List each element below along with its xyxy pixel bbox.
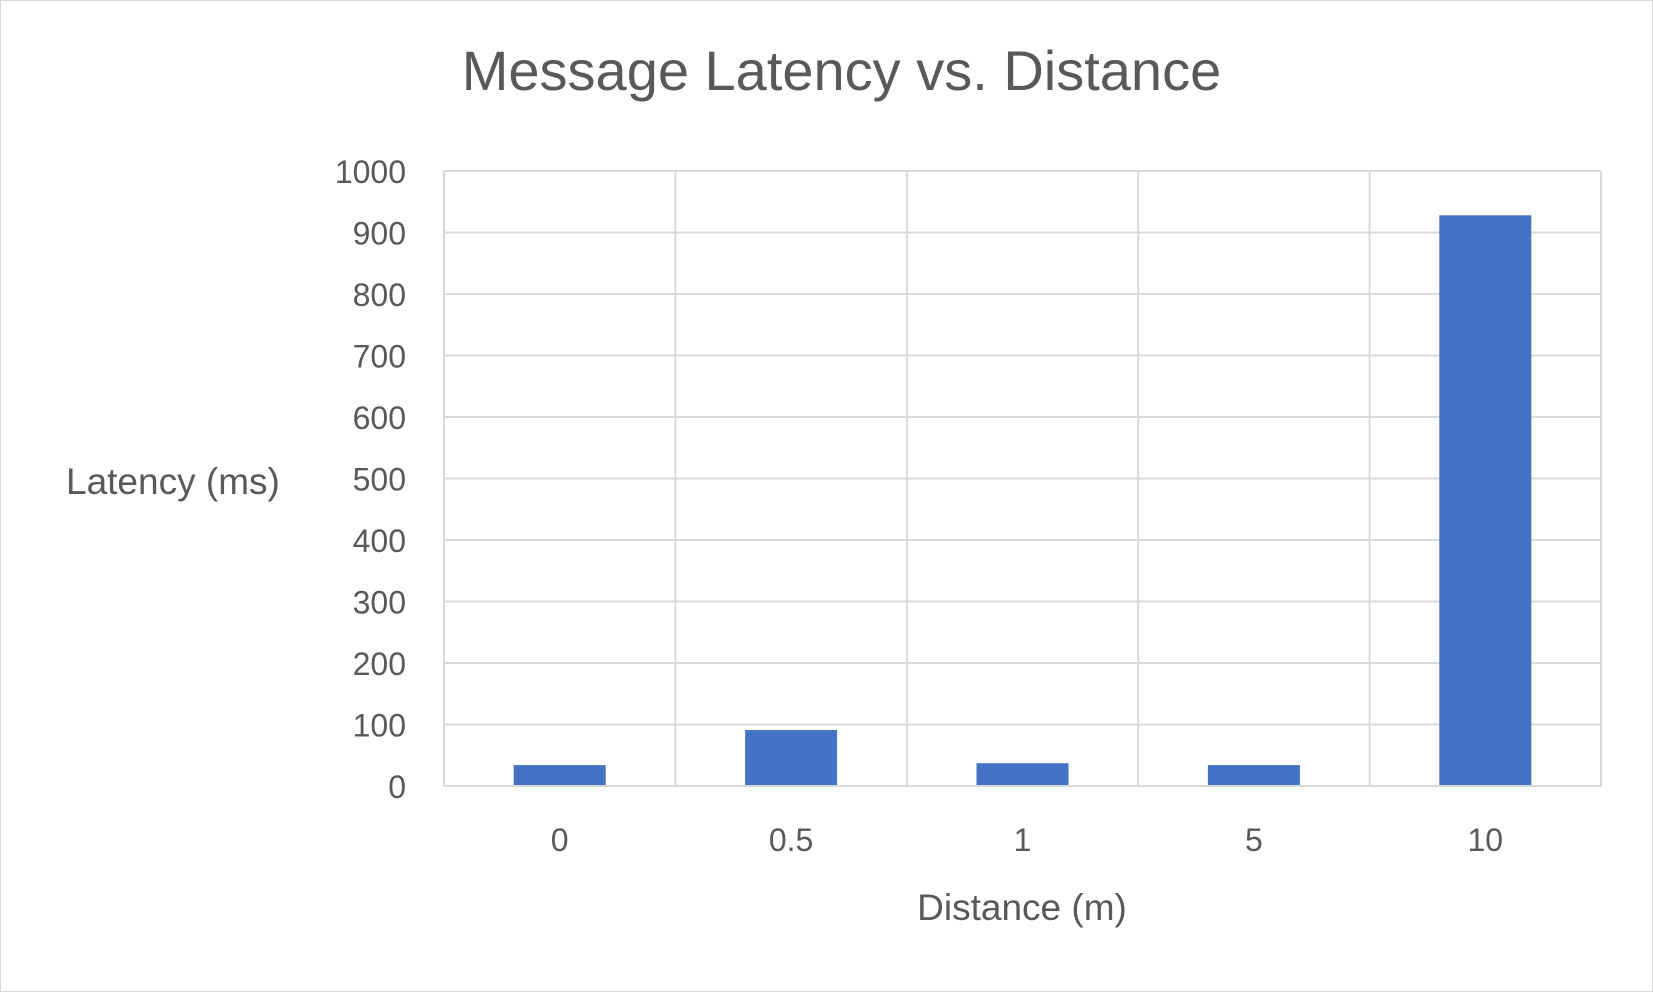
x-axis-title: Distance (m) <box>917 887 1127 928</box>
y-tick-label: 900 <box>353 216 406 252</box>
x-tick-label: 10 <box>1468 822 1504 858</box>
y-tick-label: 800 <box>353 277 406 313</box>
bar <box>513 765 606 786</box>
x-tick-label: 0 <box>551 822 569 858</box>
y-tick-label: 200 <box>353 646 406 682</box>
bar-layer <box>444 215 1601 787</box>
y-tick-label: 1000 <box>335 154 406 190</box>
y-tick-labels: 0 100 200 300 400 500 600 700 800 900 1000 <box>335 154 406 805</box>
x-tick-labels: 0 0.5 1 5 10 <box>551 822 1503 858</box>
y-tick-label: 400 <box>353 523 406 559</box>
chart-title: Message Latency vs. Distance <box>461 39 1222 102</box>
y-tick-label: 500 <box>353 462 406 498</box>
x-tick-label: 1 <box>1014 822 1032 858</box>
y-tick-label: 0 <box>388 769 406 805</box>
bar <box>1439 215 1532 786</box>
bar <box>976 763 1069 786</box>
y-tick-label: 600 <box>353 400 406 436</box>
y-axis-title: Latency (ms) <box>66 461 280 502</box>
bar <box>745 730 838 786</box>
y-tick-label: 300 <box>353 585 406 621</box>
bar <box>1207 765 1300 786</box>
y-tick-label: 100 <box>353 708 406 744</box>
y-tick-label: 700 <box>353 339 406 375</box>
grid-layer <box>443 170 1602 787</box>
x-tick-label: 0.5 <box>769 822 813 858</box>
x-tick-label: 5 <box>1245 822 1263 858</box>
